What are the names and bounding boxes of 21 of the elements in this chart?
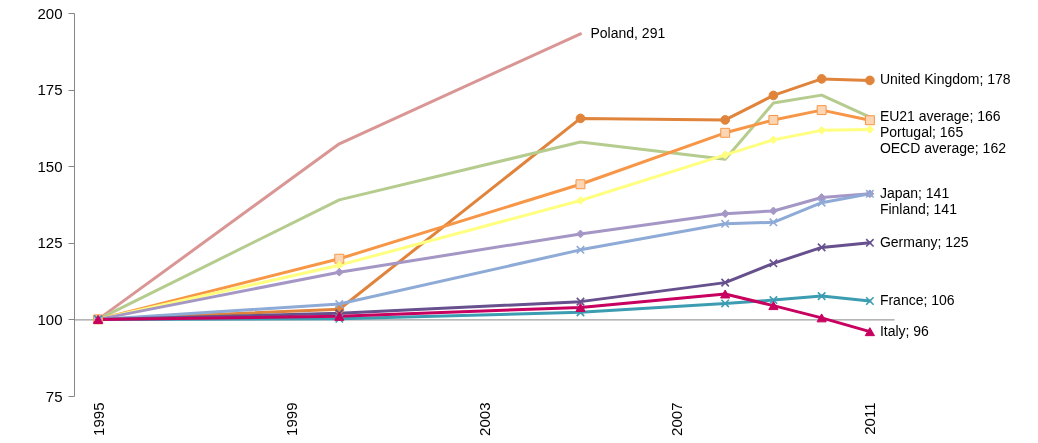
- series-label: Portugal; 165: [879, 124, 964, 141]
- series-label: Germany; 125: [879, 233, 969, 250]
- x-tick-label: 1999: [282, 402, 300, 436]
- series-label: United Kingdom; 178: [879, 71, 1011, 88]
- y-tick-label: 125: [37, 234, 63, 252]
- y-tick-label: 150: [37, 157, 63, 175]
- series-label: OECD average; 162: [879, 140, 1007, 157]
- series-label: Italy; 96: [879, 322, 930, 339]
- y-tick-label: 100: [37, 310, 63, 328]
- y-tick-label: 175: [37, 81, 63, 99]
- y-tick-label: 75: [45, 387, 63, 405]
- series-label: EU21 average; 166: [879, 108, 1001, 125]
- x-tick-label: 2011: [861, 402, 879, 435]
- series-label: France; 106: [879, 292, 955, 309]
- series-label: Poland, 291: [590, 24, 666, 41]
- series-label: Finland; 141: [879, 200, 958, 217]
- x-tick-label: 2003: [475, 402, 493, 436]
- x-tick-label: 2007: [668, 402, 686, 436]
- series-label: Japan; 141: [879, 184, 950, 201]
- x-tick-label: 1995: [89, 402, 107, 436]
- y-tick-label: 200: [37, 4, 63, 22]
